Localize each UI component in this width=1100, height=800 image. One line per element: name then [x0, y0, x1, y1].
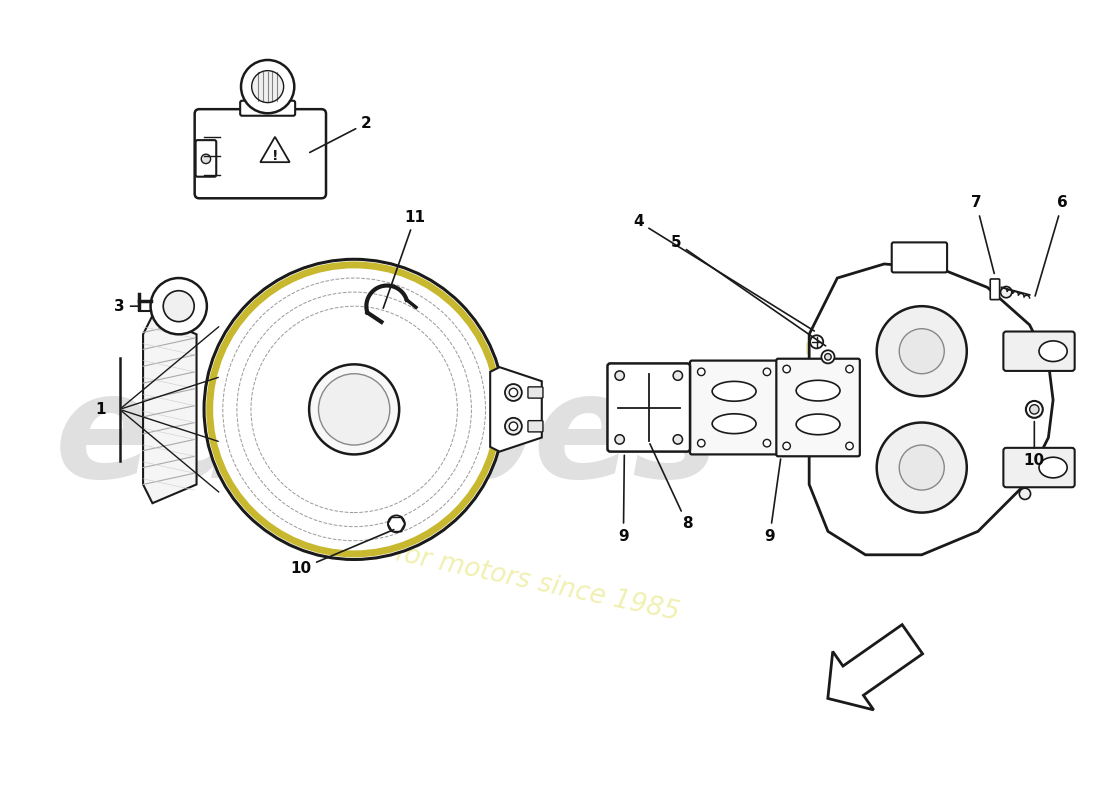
Text: 5: 5 — [671, 235, 826, 346]
FancyBboxPatch shape — [892, 242, 947, 273]
Text: !: ! — [272, 149, 278, 162]
Circle shape — [1030, 405, 1040, 414]
Text: 1985: 1985 — [796, 338, 1047, 426]
Circle shape — [673, 371, 682, 380]
Circle shape — [615, 371, 625, 380]
Text: 3: 3 — [114, 298, 139, 314]
Circle shape — [877, 422, 967, 513]
Text: 8: 8 — [650, 444, 693, 531]
FancyBboxPatch shape — [1003, 448, 1075, 487]
FancyBboxPatch shape — [777, 358, 860, 456]
FancyBboxPatch shape — [1003, 331, 1075, 371]
Circle shape — [163, 290, 195, 322]
Circle shape — [505, 418, 521, 434]
Circle shape — [899, 445, 944, 490]
Circle shape — [201, 154, 210, 163]
Ellipse shape — [712, 382, 756, 402]
Polygon shape — [143, 315, 197, 503]
Circle shape — [763, 368, 771, 376]
Circle shape — [204, 259, 504, 559]
Ellipse shape — [796, 414, 840, 434]
Circle shape — [783, 442, 791, 450]
Text: 7: 7 — [971, 195, 994, 274]
Circle shape — [899, 329, 944, 374]
Circle shape — [825, 354, 832, 360]
FancyBboxPatch shape — [528, 387, 543, 398]
Polygon shape — [810, 264, 1053, 554]
Polygon shape — [828, 625, 923, 710]
Text: 9: 9 — [764, 459, 781, 543]
FancyBboxPatch shape — [195, 109, 326, 198]
Text: a passion for motors since 1985: a passion for motors since 1985 — [262, 512, 681, 626]
FancyBboxPatch shape — [607, 363, 690, 451]
FancyBboxPatch shape — [990, 279, 1000, 300]
Circle shape — [697, 368, 705, 376]
Polygon shape — [491, 367, 542, 451]
Ellipse shape — [1040, 341, 1067, 362]
Ellipse shape — [712, 414, 756, 434]
Text: 4: 4 — [634, 214, 814, 331]
Circle shape — [151, 278, 207, 334]
Text: 6: 6 — [1035, 195, 1068, 296]
Circle shape — [846, 366, 854, 373]
FancyBboxPatch shape — [196, 140, 217, 177]
Circle shape — [1001, 286, 1012, 298]
FancyBboxPatch shape — [528, 421, 543, 432]
Text: 2: 2 — [310, 116, 372, 153]
Circle shape — [505, 384, 521, 401]
Circle shape — [309, 364, 399, 454]
Circle shape — [783, 366, 791, 373]
FancyBboxPatch shape — [690, 361, 778, 454]
Text: 1: 1 — [96, 402, 106, 417]
Text: europes: europes — [54, 367, 719, 508]
Text: 10: 10 — [290, 530, 394, 576]
Text: 11: 11 — [383, 210, 426, 308]
Circle shape — [252, 70, 284, 102]
Circle shape — [1020, 488, 1031, 499]
Circle shape — [763, 439, 771, 447]
Circle shape — [509, 388, 518, 397]
Text: 10: 10 — [1024, 422, 1045, 469]
Circle shape — [846, 442, 854, 450]
Ellipse shape — [1040, 458, 1067, 478]
Text: 9: 9 — [618, 455, 629, 543]
Circle shape — [319, 374, 389, 445]
Circle shape — [1026, 401, 1043, 418]
Circle shape — [388, 515, 405, 532]
Circle shape — [673, 434, 682, 444]
Ellipse shape — [796, 380, 840, 401]
Circle shape — [810, 335, 823, 349]
Circle shape — [615, 434, 625, 444]
Circle shape — [877, 306, 967, 396]
Circle shape — [822, 350, 835, 363]
FancyBboxPatch shape — [240, 101, 295, 116]
Circle shape — [697, 439, 705, 447]
Circle shape — [241, 60, 295, 114]
Circle shape — [509, 422, 518, 430]
